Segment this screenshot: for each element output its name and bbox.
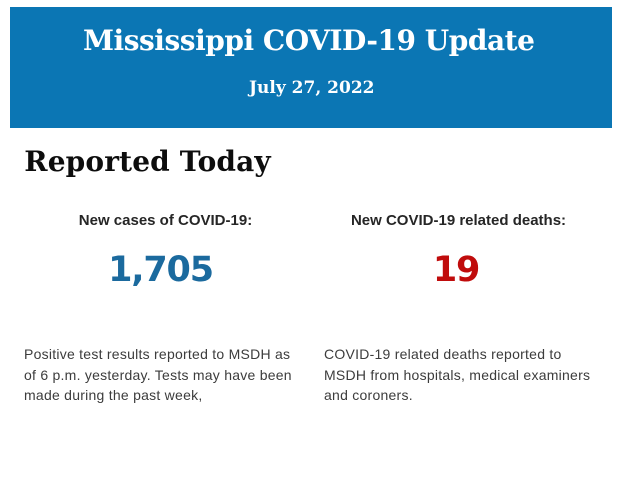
new-deaths-value: 19 xyxy=(432,250,481,290)
new-deaths-description: COVID-19 related deaths reported to MSDH… xyxy=(324,346,591,403)
report-date: July 27, 2022 xyxy=(249,77,375,98)
stat-card-new-deaths: New COVID-19 related deaths: 19 COVID-19… xyxy=(310,0,611,483)
stat-card-new-cases: New cases of COVID-19: 1,705 Positive te… xyxy=(10,0,310,483)
header-banner: Mississippi COVID-19 Update July 27, 202… xyxy=(10,7,612,128)
new-cases-value: 1,705 xyxy=(108,250,214,290)
new-deaths-label: New COVID-19 related deaths: xyxy=(350,211,567,229)
section-heading: Reported Today xyxy=(24,144,271,178)
page-title: Mississippi COVID-19 Update xyxy=(83,24,535,58)
new-cases-label: New cases of COVID-19: xyxy=(78,211,253,229)
new-cases-description: Positive test results reported to MSDH a… xyxy=(24,346,292,403)
